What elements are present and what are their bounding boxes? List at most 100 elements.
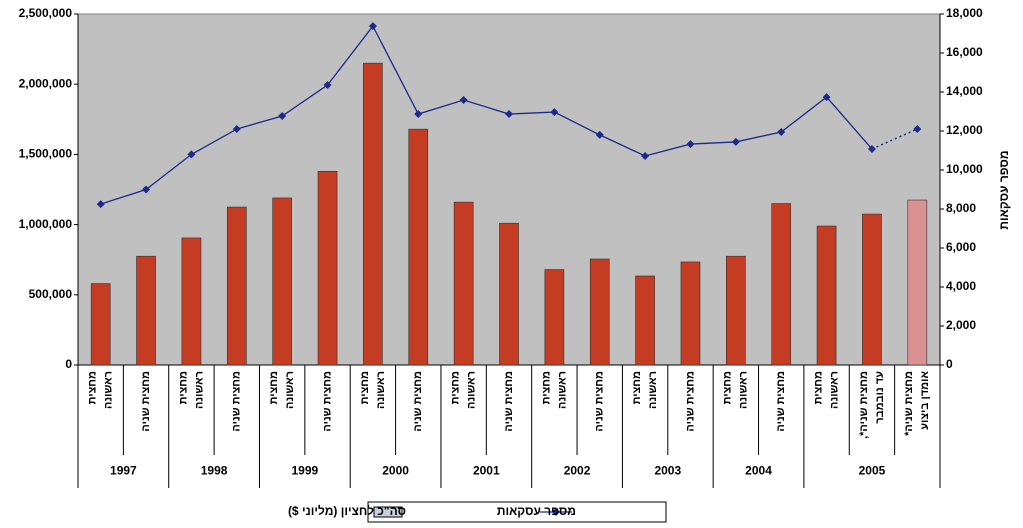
y-tick-label: 0 (65, 357, 72, 371)
bar (317, 170, 338, 366)
y2-tick-label: 18,000 (946, 6, 983, 20)
bar (499, 222, 519, 366)
legend: מספר עסקאות סה"כ לחציון (מליוני $) (288, 501, 667, 523)
year-label: 2001 (473, 464, 500, 478)
marker (368, 22, 377, 31)
line-dashed (871, 128, 918, 150)
year-label: 2000 (382, 464, 409, 478)
marker (505, 110, 513, 119)
bar (226, 206, 247, 366)
legend-box (367, 501, 667, 523)
year-label: 2002 (564, 464, 591, 478)
marker (686, 140, 695, 149)
x-tick-label: מחצית (359, 371, 371, 404)
x-tick-label: ראשונה (828, 371, 840, 409)
x-tick-label: מחצית (268, 371, 280, 404)
bar (635, 275, 655, 366)
x-tick-label: מחצית (177, 371, 189, 404)
bar (816, 225, 837, 366)
x-tick-label: ראשונה (738, 371, 750, 409)
year-label: 1999 (291, 464, 318, 478)
x-tick-label: ראשונה (284, 371, 296, 409)
bar (453, 201, 474, 366)
x-tick-label: מחצית שניה (503, 371, 515, 432)
marker (142, 185, 151, 194)
year-label: 2003 (654, 464, 681, 478)
year-label: 2004 (745, 464, 772, 478)
x-tick-label: מחצית שניה (321, 371, 333, 432)
y2-tick-label: 12,000 (946, 123, 983, 137)
y-tick-label: 2,500,000 (19, 6, 73, 20)
y-tick-label: 1,000,000 (19, 217, 73, 231)
marker (867, 144, 876, 153)
bar (680, 261, 701, 366)
y-tick-label: 2,000,000 (19, 76, 73, 90)
bar (181, 237, 202, 366)
x-tick-label: מחצית (812, 371, 824, 404)
x-tick-label: מחצית (450, 371, 462, 404)
bar (90, 283, 111, 366)
x-tick-label: מחצית (87, 371, 99, 404)
bar (862, 213, 882, 366)
bar (726, 255, 746, 366)
y-tick-label: 1,500,000 (19, 147, 73, 161)
y2-tick-label: 2,000 (946, 318, 976, 332)
year-label: 2005 (859, 464, 886, 478)
bar (907, 199, 928, 366)
y2-axis-title: מספר עסקאות (997, 150, 1011, 229)
x-tick-label: מחצית שניה (684, 371, 696, 432)
x-tick-label: מחצית שניה* (903, 371, 915, 436)
x-tick-label: ראשונה (375, 371, 387, 409)
legend-label: מספר עסקאות (497, 504, 576, 518)
y2-tick-label: 14,000 (946, 84, 983, 98)
x-tick-label: ראשונה (556, 371, 568, 409)
bar (136, 255, 156, 366)
marker (641, 151, 650, 160)
y2-tick-label: 0 (946, 357, 953, 371)
marker (414, 110, 423, 119)
marker (187, 150, 196, 159)
bar (771, 203, 792, 366)
x-tick-label: מחצית שניה (775, 371, 787, 432)
bar (272, 197, 292, 366)
marker (777, 127, 786, 136)
x-tick-label: מחצית שניה (231, 371, 243, 432)
marker (459, 95, 468, 104)
x-tick-label: אומדן ביצוע (919, 371, 931, 430)
y-tick-label: 500,000 (29, 287, 73, 301)
x-tick-label: מחצית (722, 371, 734, 404)
bar (408, 128, 429, 366)
x-tick-label: מחצית (540, 371, 552, 404)
x-tick-label: מחצית (631, 371, 643, 404)
marker (913, 125, 922, 134)
x-tick-label: מחצית שניה (412, 371, 424, 432)
legend-swatch (552, 508, 560, 516)
y2-tick-label: 8,000 (946, 201, 976, 215)
marker (96, 200, 105, 209)
legend-swatch (373, 506, 403, 518)
y2-tick-label: 6,000 (946, 240, 976, 254)
marker (232, 125, 241, 134)
x-tick-label: מחצית שניה*, (858, 371, 870, 439)
marker (595, 130, 604, 139)
x-tick-label: ראשונה (466, 371, 478, 409)
bar (544, 269, 565, 366)
marker (731, 137, 740, 146)
bar (363, 62, 383, 366)
line (100, 24, 873, 205)
bar (589, 258, 610, 366)
marker (822, 93, 831, 102)
x-tick-label: מחצית שניה (594, 371, 606, 432)
marker (550, 108, 559, 117)
year-label: 1997 (110, 464, 137, 478)
year-label: 1998 (201, 464, 228, 478)
x-tick-label: ראשונה (103, 371, 115, 409)
x-tick-label: עד נובמבר (874, 371, 886, 424)
marker (323, 80, 332, 89)
y2-tick-label: 4,000 (946, 279, 976, 293)
legend-label: סה"כ לחציון (מליוני $) (288, 504, 406, 518)
x-tick-label: ראשונה (193, 371, 205, 409)
y2-tick-label: 10,000 (946, 162, 983, 176)
y2-tick-label: 16,000 (946, 45, 983, 59)
